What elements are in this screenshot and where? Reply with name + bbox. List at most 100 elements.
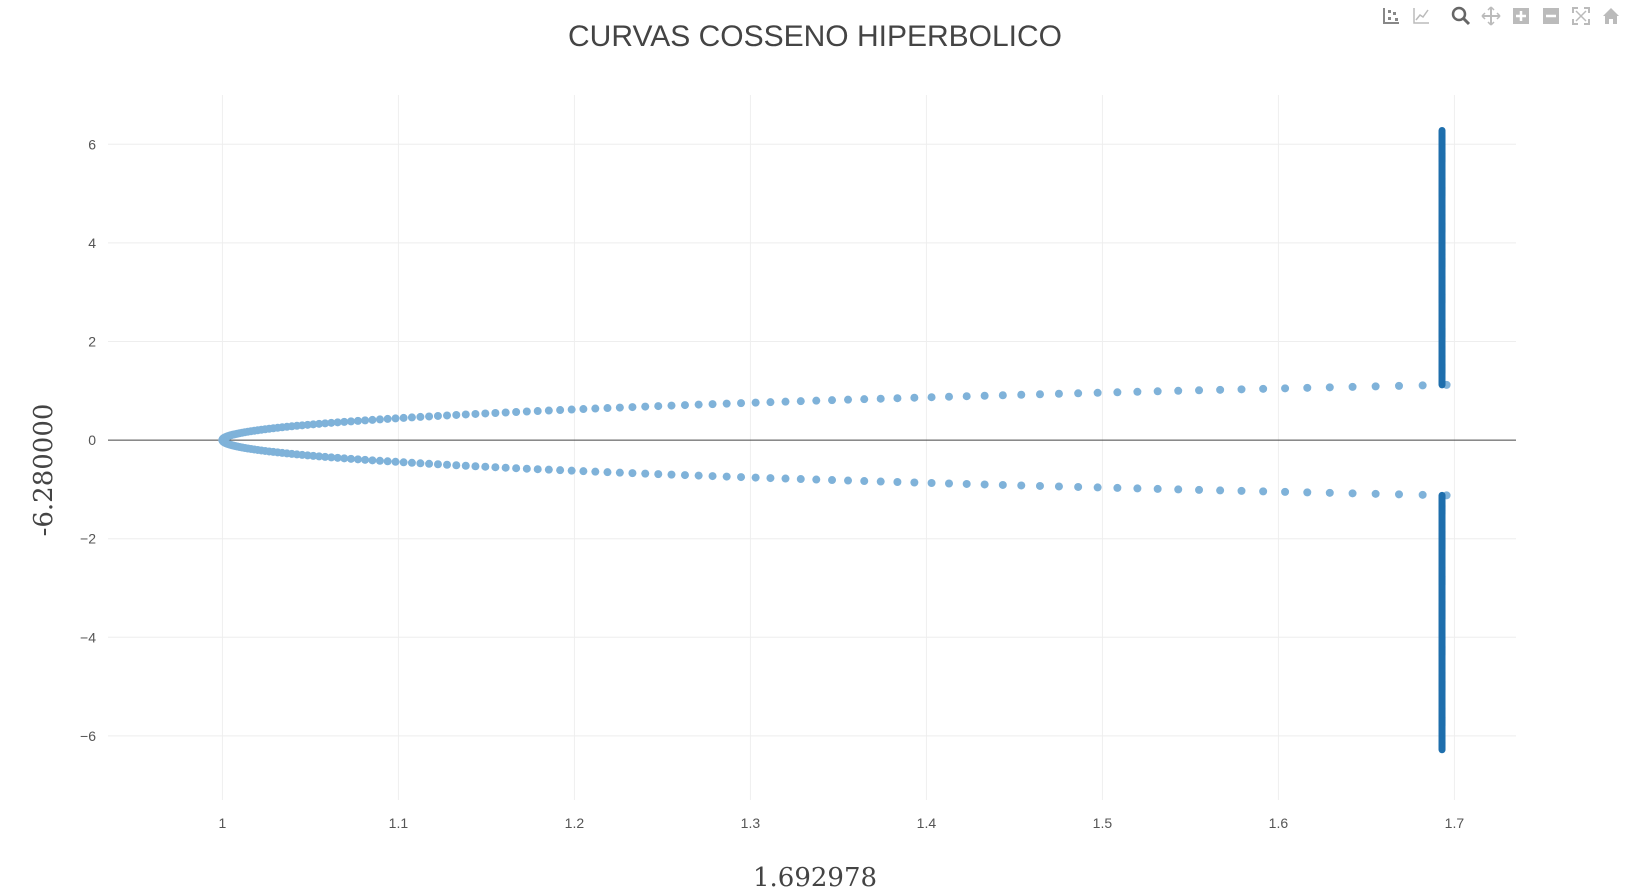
x-tick-label: 1.6 [1269, 815, 1289, 831]
data-point [425, 412, 434, 421]
data-point [368, 415, 377, 424]
data-point [481, 409, 490, 418]
data-point [407, 413, 416, 422]
data-point [998, 480, 1007, 489]
data-point [1174, 386, 1183, 395]
autoscale-icon[interactable] [1568, 4, 1594, 28]
pan-icon[interactable] [1478, 4, 1504, 28]
data-point [1113, 388, 1122, 397]
data-point [751, 473, 760, 482]
data-point [667, 401, 676, 410]
data-point [522, 464, 531, 473]
data-point [722, 399, 731, 408]
data-point [1074, 389, 1083, 398]
data-point [347, 454, 356, 463]
data-point [844, 395, 853, 404]
data-point [876, 394, 885, 403]
zoom-in-icon[interactable] [1508, 4, 1534, 28]
data-point [512, 464, 521, 473]
data-point [1394, 490, 1403, 499]
data-point [361, 455, 370, 464]
data-point [544, 406, 553, 415]
data-point [433, 460, 442, 469]
data-point [1113, 483, 1122, 492]
data-point [722, 472, 731, 481]
data-point [654, 470, 663, 479]
data-point [1035, 390, 1044, 399]
data-point [1325, 383, 1334, 392]
data-point [641, 402, 650, 411]
x-tick-label: 1.2 [565, 815, 585, 831]
data-point [1281, 487, 1290, 496]
data-point [1174, 485, 1183, 494]
data-point [1035, 481, 1044, 490]
data-point [781, 474, 790, 483]
data-point [315, 419, 324, 428]
data-point [603, 468, 612, 477]
zoom-out-icon[interactable] [1538, 4, 1564, 28]
data-point [1054, 389, 1063, 398]
data-point [315, 452, 324, 461]
data-point [522, 407, 531, 416]
data-point [980, 480, 989, 489]
data-point [766, 474, 775, 483]
zoom-icon[interactable] [1448, 4, 1474, 28]
data-point [893, 394, 902, 403]
data-point [309, 420, 318, 429]
data-point [491, 408, 500, 417]
y-tick-label: 2 [88, 334, 96, 350]
data-point [347, 417, 356, 426]
data-point [1093, 483, 1102, 492]
data-point [796, 475, 805, 484]
data-point [567, 466, 576, 475]
data-point [407, 458, 416, 467]
data-point [945, 392, 954, 401]
data-point [391, 414, 400, 423]
data-point [556, 406, 565, 415]
data-point [828, 396, 837, 405]
points-layer [218, 126, 1451, 754]
data-point [680, 401, 689, 410]
data-point [945, 479, 954, 488]
data-point [844, 476, 853, 485]
scatter-icon[interactable] [1378, 4, 1404, 28]
line-icon[interactable] [1408, 4, 1434, 28]
data-point [962, 479, 971, 488]
data-point [1303, 488, 1312, 497]
data-point [383, 457, 392, 466]
data-point [1371, 489, 1380, 498]
modebar [1374, 2, 1628, 30]
data-point [425, 459, 434, 468]
data-point [452, 410, 461, 419]
data-point [1259, 384, 1268, 393]
data-point [416, 412, 425, 421]
data-point [327, 418, 336, 427]
data-point [910, 393, 919, 402]
data-point [501, 408, 510, 417]
home-icon[interactable] [1598, 4, 1624, 28]
data-point [333, 453, 342, 462]
data-point [433, 411, 442, 420]
data-point [828, 476, 837, 485]
data-point [443, 460, 452, 469]
data-point [1216, 385, 1225, 394]
data-point [591, 404, 600, 413]
data-point [1054, 482, 1063, 491]
data-point [333, 418, 342, 427]
data-point [628, 469, 637, 478]
x-tick-label: 1.3 [741, 815, 761, 831]
data-point [1348, 382, 1357, 391]
data-point [1438, 746, 1446, 754]
data-point [1216, 486, 1225, 495]
data-point [1418, 490, 1427, 499]
data-point [368, 456, 377, 465]
data-point [766, 398, 775, 407]
data-point [628, 403, 637, 412]
data-point [533, 407, 542, 416]
data-point [391, 457, 400, 466]
data-point [812, 475, 821, 484]
data-point [927, 393, 936, 402]
y-tick-label: −4 [80, 629, 96, 645]
data-point [361, 416, 370, 425]
